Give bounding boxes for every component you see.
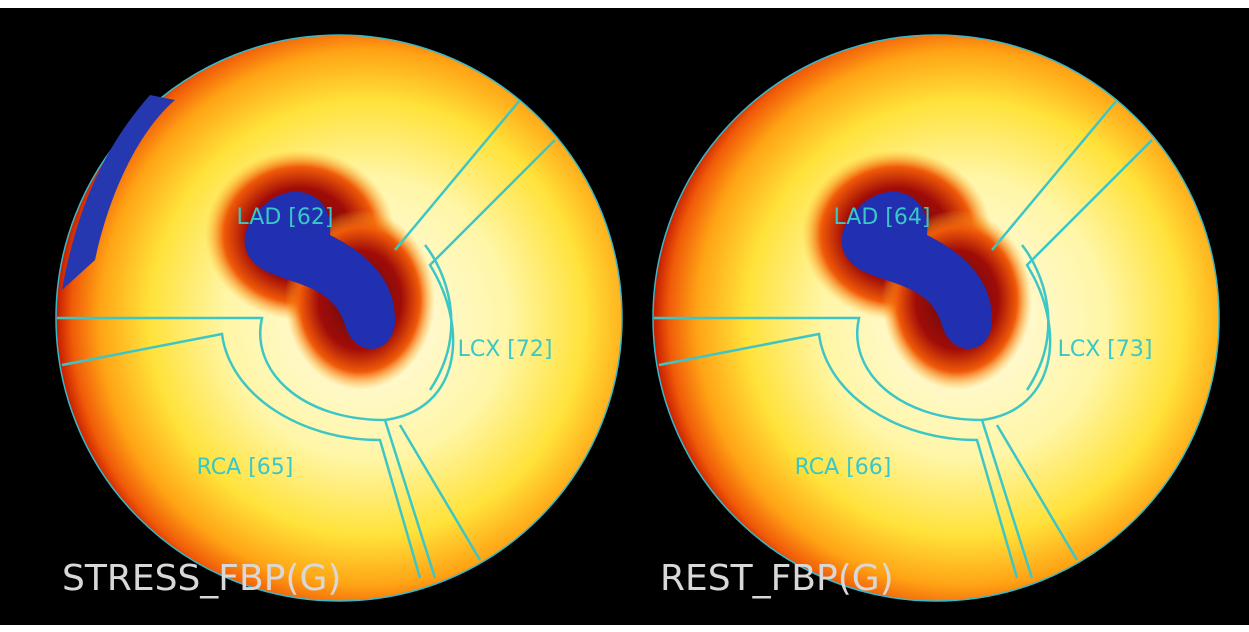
panel-title: STRESS_FBP(G) (62, 558, 341, 599)
region-label: LAD [62] (237, 205, 334, 230)
polar-maps: LAD [62] LCX [72] RCA [65] STRESS_FBP(G)… (0, 0, 1249, 632)
panel-title: REST_FBP(G) (660, 558, 894, 599)
rest-map: LAD [64] LCX [73] RCA [66] REST_FBP(G) (653, 35, 1219, 601)
region-label: LCX [72] (458, 337, 553, 362)
region-label: RCA [66] (795, 455, 892, 480)
region-label: RCA [65] (197, 455, 294, 480)
region-label: LCX [73] (1058, 337, 1153, 362)
stress-map: LAD [62] LCX [72] RCA [65] STRESS_FBP(G) (56, 35, 622, 601)
region-label: LAD [64] (834, 205, 931, 230)
